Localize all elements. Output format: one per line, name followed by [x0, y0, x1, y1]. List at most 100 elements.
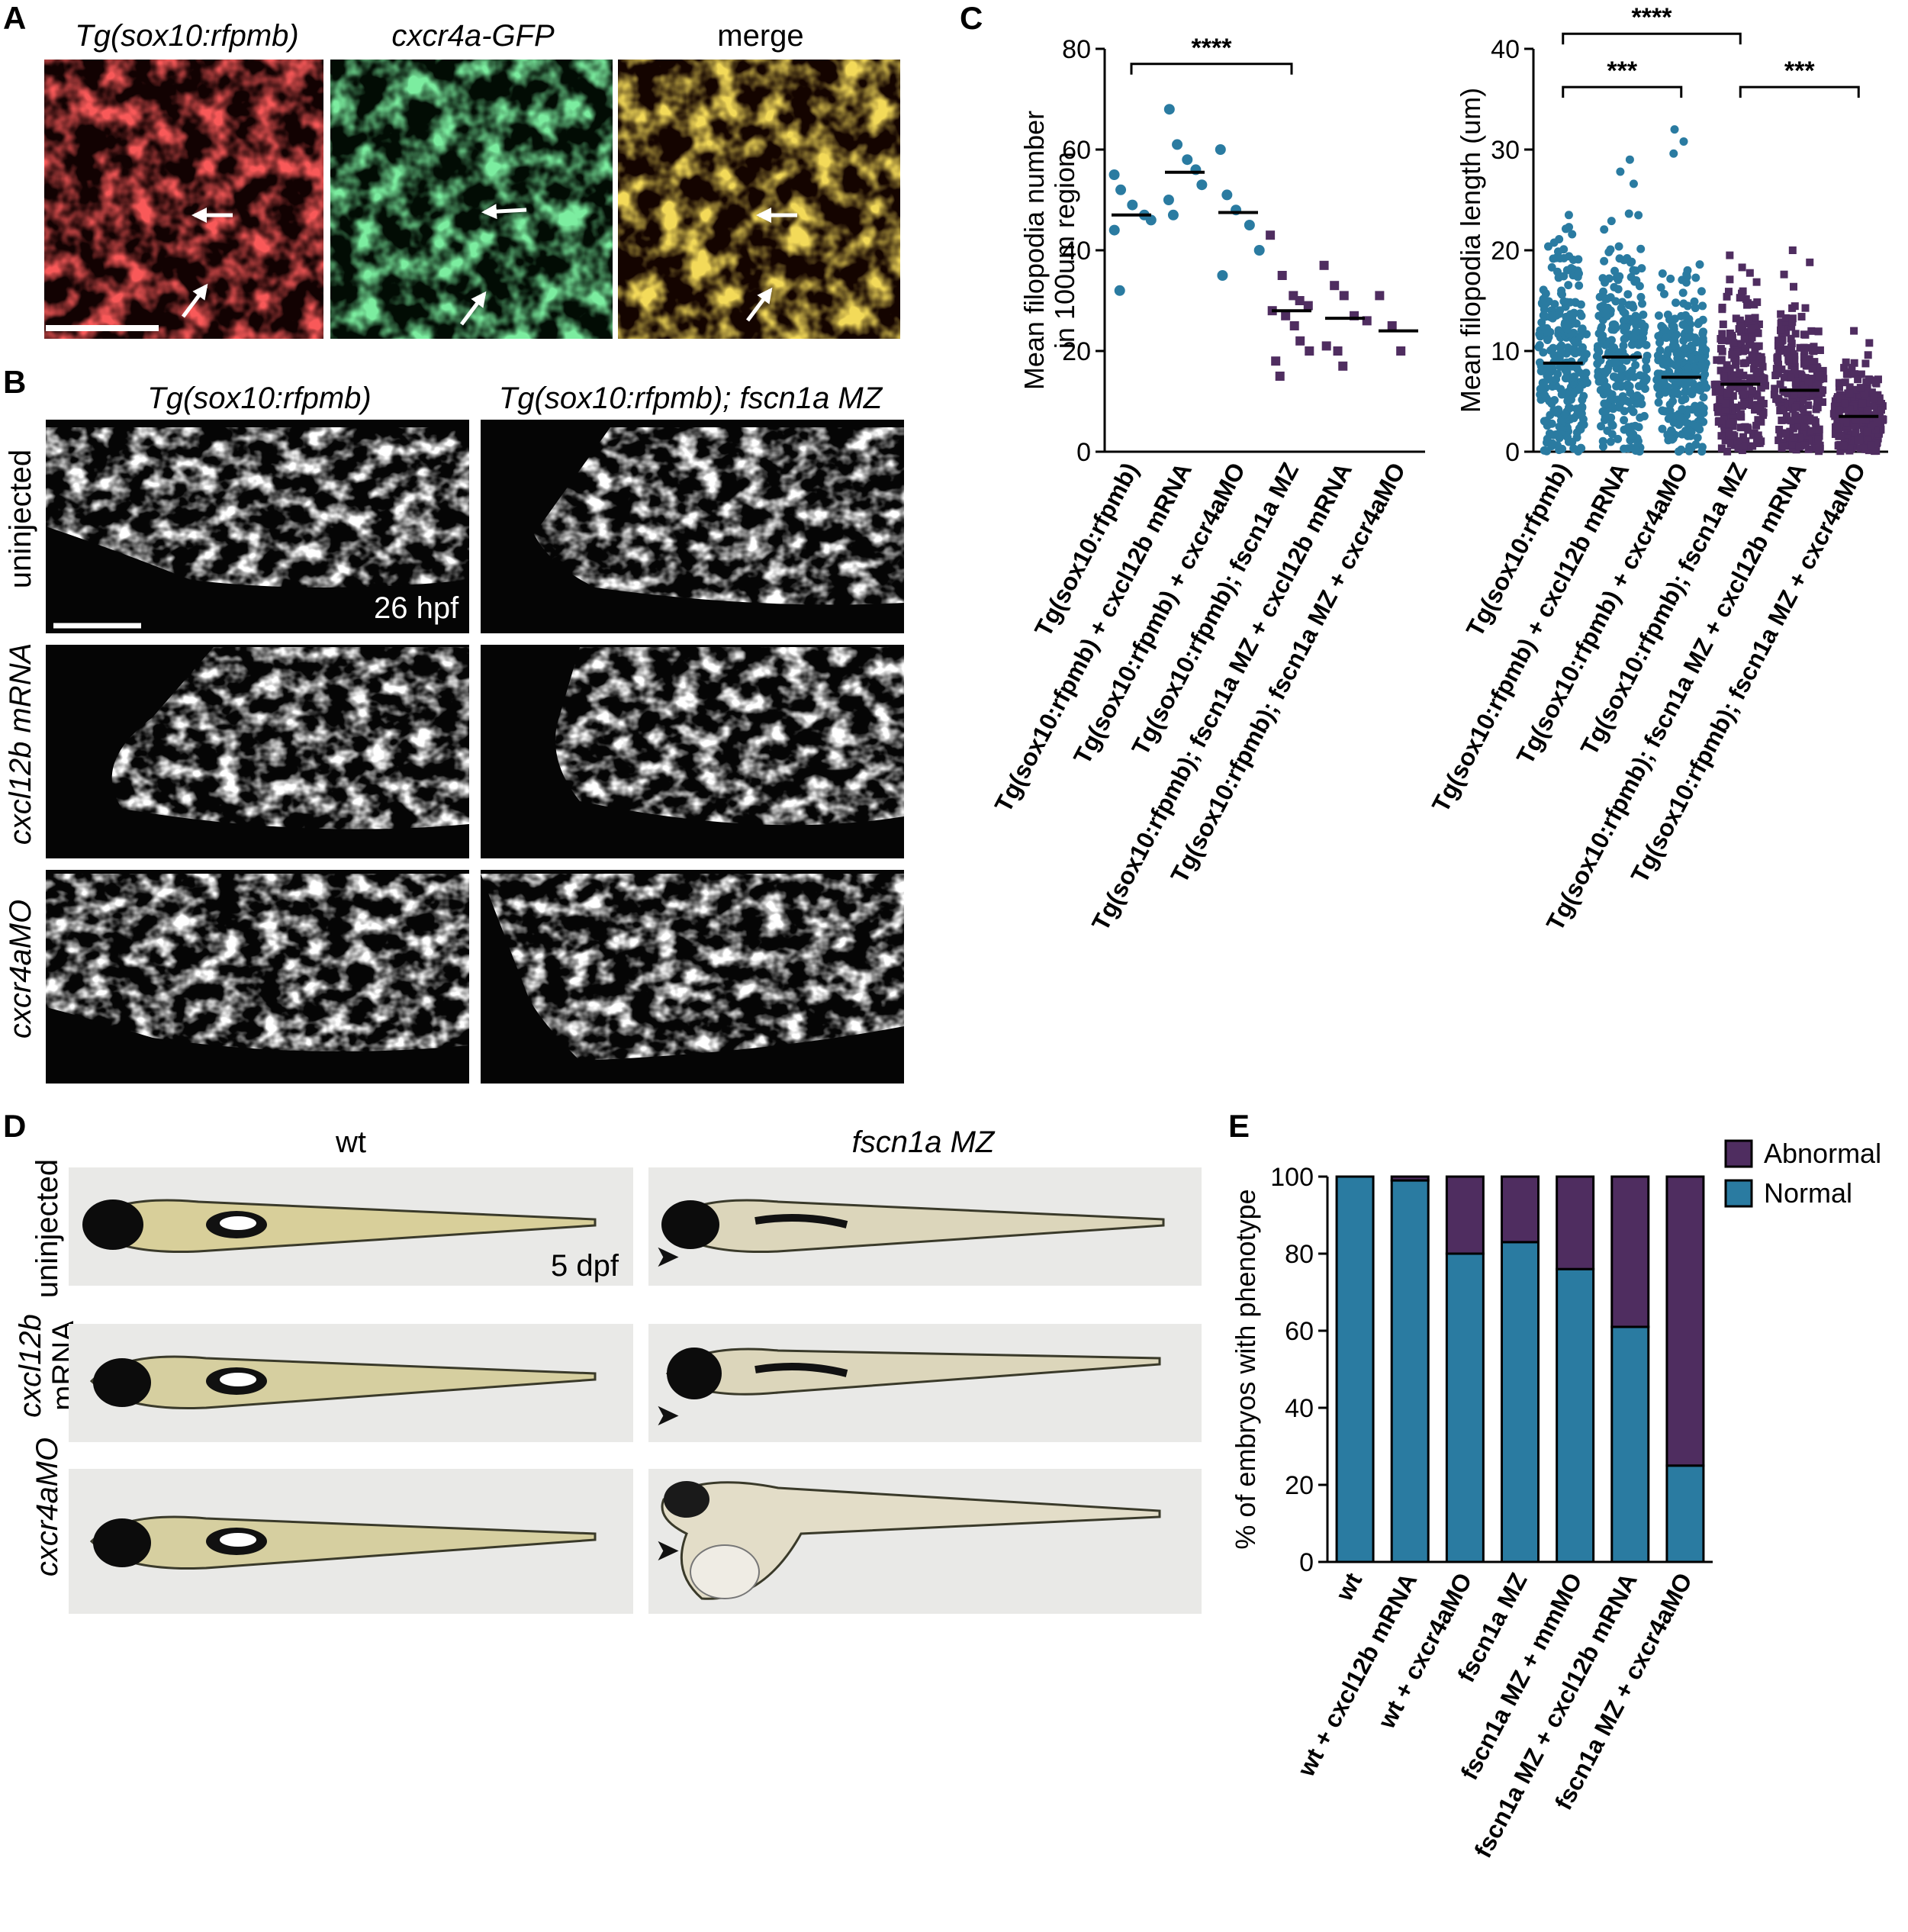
data-point — [1543, 371, 1552, 380]
data-point — [1806, 258, 1814, 266]
data-point — [1564, 211, 1573, 220]
significance-label: *** — [1784, 56, 1815, 85]
data-point — [1627, 340, 1636, 349]
data-point — [1771, 385, 1779, 393]
data-point — [1684, 446, 1694, 456]
data-point — [1182, 154, 1193, 166]
data-point — [1749, 442, 1757, 450]
data-point — [1629, 407, 1638, 417]
data-point — [1665, 400, 1675, 409]
data-point — [1697, 287, 1706, 296]
data-point — [1127, 199, 1138, 211]
data-point — [1732, 314, 1740, 323]
data-point — [1787, 417, 1795, 425]
data-point — [1536, 385, 1545, 394]
data-point — [1536, 366, 1546, 375]
y-tick-label: 0 — [1076, 438, 1091, 467]
data-point — [1864, 351, 1872, 359]
panel-b-col-title-wt: Tg(sox10:rfpmb) — [147, 382, 371, 415]
data-point — [1557, 341, 1566, 350]
data-point — [1597, 335, 1606, 344]
data-point — [1868, 388, 1876, 397]
panel-b-row-label: cxcr4aMO — [4, 900, 37, 1038]
data-point — [1770, 391, 1778, 399]
panel-b-row-label: uninjected — [4, 449, 37, 588]
data-point — [1683, 427, 1692, 436]
data-point — [1681, 278, 1691, 287]
data-point — [1746, 269, 1754, 277]
data-point — [1758, 356, 1766, 364]
data-point — [1710, 380, 1719, 388]
data-point — [1698, 315, 1707, 324]
data-point — [1698, 372, 1707, 382]
data-point — [1642, 363, 1651, 372]
data-point — [1836, 447, 1845, 456]
data-point — [1757, 396, 1765, 404]
data-point — [1549, 311, 1559, 320]
data-point — [1574, 269, 1583, 279]
micrograph-sox10-red — [44, 60, 323, 339]
data-point — [1698, 342, 1707, 351]
data-point — [1610, 343, 1619, 353]
data-point — [1794, 416, 1802, 424]
data-point — [1746, 374, 1755, 382]
data-point — [1720, 372, 1728, 381]
data-point — [1791, 356, 1799, 364]
data-point — [1773, 354, 1781, 362]
data-point — [1795, 433, 1803, 442]
data-point — [1639, 411, 1649, 420]
data-point — [1619, 341, 1628, 350]
data-point — [1681, 388, 1690, 397]
data-point — [1733, 437, 1742, 446]
micrograph-cxcr4a-green — [330, 60, 613, 339]
data-point — [1688, 379, 1697, 388]
data-point — [1597, 422, 1606, 431]
data-point — [1861, 445, 1869, 453]
data-point — [1781, 314, 1790, 322]
data-point — [1700, 383, 1710, 392]
data-point — [1845, 446, 1854, 455]
data-point — [1791, 302, 1799, 311]
data-point — [1609, 372, 1618, 382]
panel-letter-d: D — [3, 1108, 26, 1144]
data-point — [1655, 338, 1664, 347]
data-point — [1699, 327, 1708, 336]
data-point — [1796, 389, 1804, 398]
data-point — [1619, 323, 1628, 332]
data-point — [1784, 399, 1793, 407]
data-point — [1752, 278, 1761, 286]
data-point — [1787, 362, 1796, 370]
data-point — [1576, 300, 1585, 309]
data-point — [1557, 390, 1566, 399]
data-point — [1560, 410, 1569, 419]
data-point — [1738, 446, 1746, 455]
data-point — [1547, 419, 1556, 428]
data-point — [1611, 297, 1620, 306]
data-point — [1857, 370, 1865, 378]
data-point — [1661, 388, 1670, 397]
data-point — [1739, 442, 1748, 450]
data-point — [1856, 384, 1865, 392]
data-point — [1600, 399, 1609, 408]
data-point — [1713, 356, 1721, 364]
y-axis-label: Mean filopodia number — [1018, 111, 1050, 390]
data-point — [1774, 436, 1783, 445]
data-point — [1849, 402, 1858, 411]
panel-letter-a: A — [3, 0, 26, 36]
data-point — [1541, 312, 1550, 321]
data-point — [1623, 290, 1633, 299]
data-point — [1778, 336, 1787, 344]
data-point — [1842, 419, 1850, 427]
data-point — [1556, 306, 1565, 315]
bar-segment-normal — [1665, 1464, 1705, 1563]
data-point — [1577, 311, 1586, 320]
data-point — [1854, 375, 1862, 384]
data-point — [1637, 264, 1646, 273]
data-point — [1754, 431, 1762, 440]
data-point — [1732, 361, 1740, 369]
data-point — [1557, 286, 1566, 295]
data-point — [1543, 365, 1552, 374]
significance-label: **** — [1632, 3, 1673, 32]
data-point — [1375, 291, 1385, 301]
bar-segment-abnormal — [1390, 1175, 1430, 1182]
